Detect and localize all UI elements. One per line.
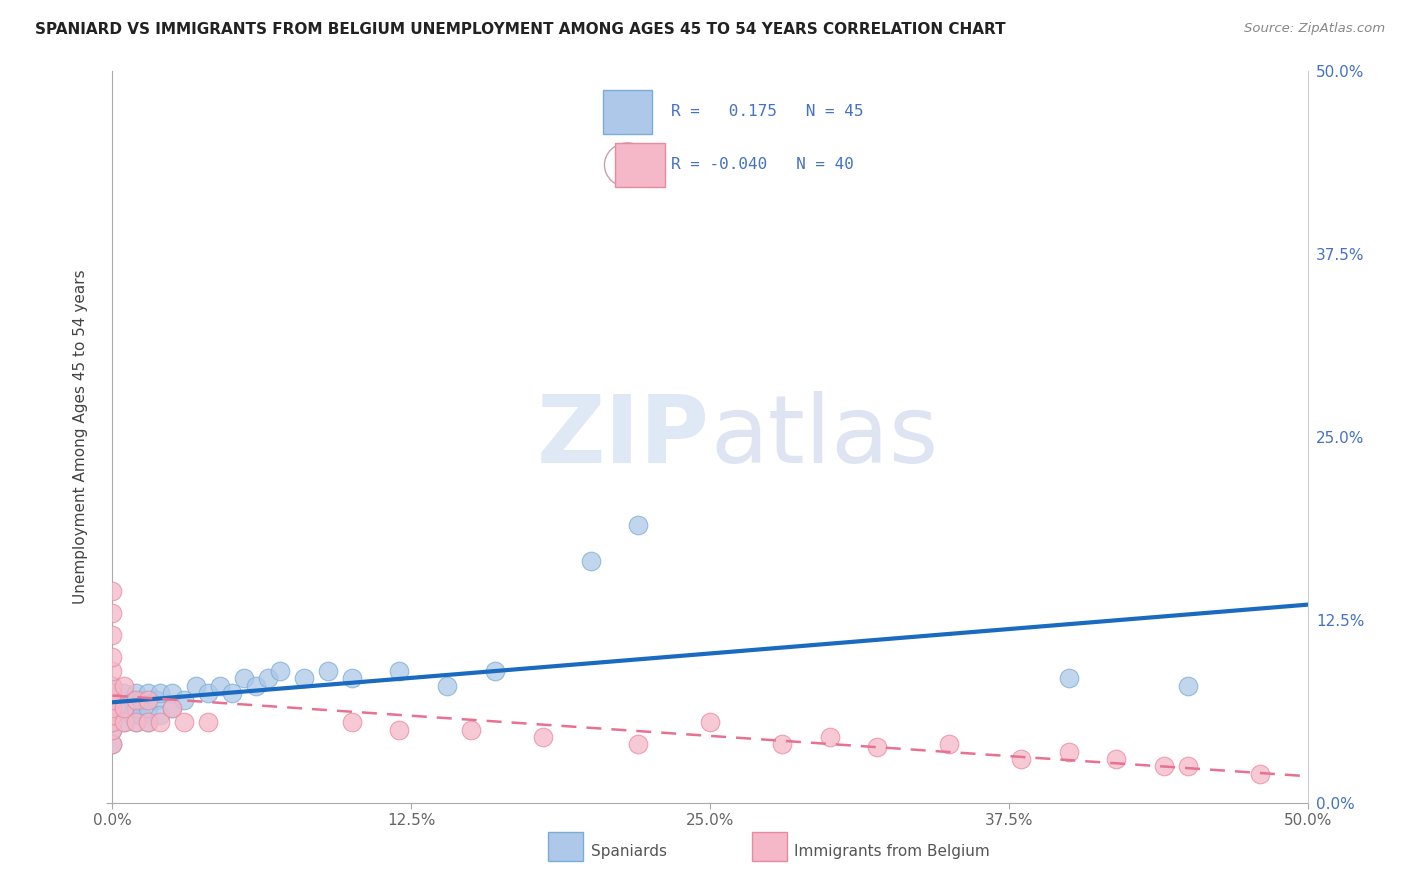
Point: [579, 554, 602, 568]
Point: [1057, 672, 1080, 686]
Point: [114, 700, 135, 714]
Point: [138, 700, 160, 714]
Text: Immigrants from Belgium: Immigrants from Belgium: [794, 845, 990, 859]
Point: [121, 693, 143, 707]
Point: [269, 664, 291, 678]
Point: [627, 517, 650, 532]
Point: [340, 715, 363, 730]
Point: [866, 740, 889, 755]
Point: [233, 672, 256, 686]
Point: [292, 672, 315, 686]
Point: [1177, 679, 1199, 693]
Point: [1249, 766, 1271, 780]
Point: [149, 686, 172, 700]
Point: [101, 700, 124, 714]
Point: [209, 679, 232, 693]
Text: Source: ZipAtlas.com: Source: ZipAtlas.com: [1244, 22, 1385, 36]
Text: R =   0.175   N = 45: R = 0.175 N = 45: [671, 104, 863, 120]
Point: [138, 715, 160, 730]
Point: [245, 679, 267, 693]
Point: [125, 693, 148, 707]
Point: [125, 700, 148, 714]
Point: [114, 679, 135, 693]
Point: [1177, 759, 1199, 773]
Point: [162, 700, 183, 714]
Point: [221, 686, 243, 700]
Point: [186, 679, 208, 693]
Point: [101, 715, 124, 730]
Point: [125, 686, 148, 700]
Point: [138, 693, 160, 707]
Point: [149, 708, 172, 723]
Point: [436, 679, 458, 693]
Point: [101, 715, 124, 730]
Point: [149, 715, 172, 730]
Point: [101, 664, 124, 678]
Point: [101, 686, 124, 700]
Point: [101, 606, 124, 620]
Point: [101, 693, 124, 707]
Point: [1010, 752, 1032, 766]
Point: [121, 708, 143, 723]
Point: [145, 693, 167, 707]
Point: [101, 723, 124, 737]
Y-axis label: Unemployment Among Ages 45 to 54 years: Unemployment Among Ages 45 to 54 years: [73, 269, 89, 605]
Bar: [603, 89, 652, 134]
Point: [1105, 752, 1128, 766]
Point: [101, 627, 124, 641]
Point: [101, 679, 124, 693]
Point: [938, 737, 960, 751]
Point: [101, 649, 124, 664]
Point: [114, 715, 135, 730]
Point: [101, 679, 124, 693]
Point: [173, 693, 195, 707]
Point: [114, 715, 135, 730]
Point: [257, 672, 280, 686]
Bar: [616, 143, 665, 187]
Point: [101, 708, 124, 723]
Point: [101, 723, 124, 737]
Point: [101, 737, 124, 751]
Point: [340, 672, 363, 686]
Point: [388, 723, 411, 737]
Text: SPANIARD VS IMMIGRANTS FROM BELGIUM UNEMPLOYMENT AMONG AGES 45 TO 54 YEARS CORRE: SPANIARD VS IMMIGRANTS FROM BELGIUM UNEM…: [35, 22, 1005, 37]
Point: [125, 715, 148, 730]
Point: [101, 583, 124, 598]
Point: [197, 686, 219, 700]
Point: [1057, 745, 1080, 759]
Point: [770, 737, 793, 751]
Point: [114, 686, 135, 700]
Point: [818, 730, 841, 744]
Point: [101, 686, 124, 700]
Point: [138, 715, 160, 730]
Point: [1153, 759, 1175, 773]
Point: [114, 700, 135, 714]
Point: [101, 693, 124, 707]
Point: [138, 686, 160, 700]
Point: [101, 708, 124, 723]
Point: [162, 686, 183, 700]
Point: [460, 723, 482, 737]
Ellipse shape: [605, 143, 651, 187]
Point: [125, 715, 148, 730]
Text: R = -0.040   N = 40: R = -0.040 N = 40: [671, 157, 853, 172]
Point: [173, 715, 195, 730]
Point: [162, 700, 183, 714]
Text: ZIP: ZIP: [537, 391, 710, 483]
Point: [101, 700, 124, 714]
Point: [531, 730, 554, 744]
Point: [101, 737, 124, 751]
Point: [388, 664, 411, 678]
Point: [316, 664, 339, 678]
Text: atlas: atlas: [710, 391, 938, 483]
Point: [129, 708, 152, 723]
Point: [129, 693, 152, 707]
Point: [197, 715, 219, 730]
Point: [484, 664, 506, 678]
Point: [627, 737, 650, 751]
Point: [699, 715, 721, 730]
Text: Spaniards: Spaniards: [591, 845, 666, 859]
